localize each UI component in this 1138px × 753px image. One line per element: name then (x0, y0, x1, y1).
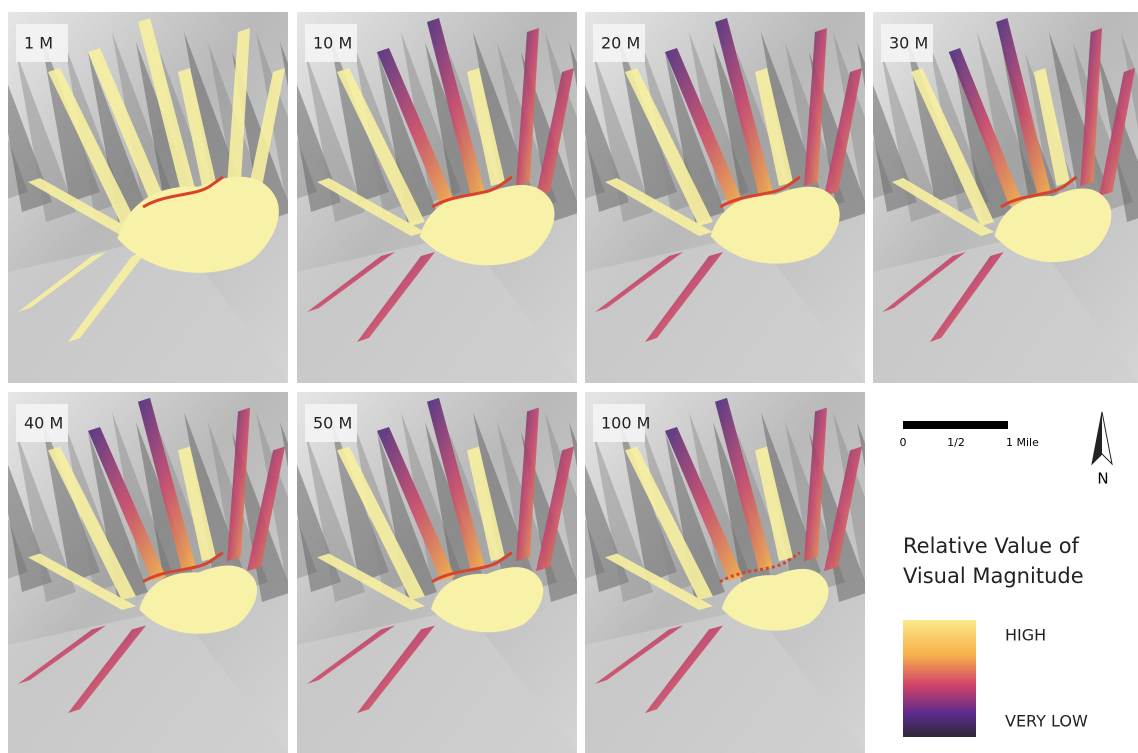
legend: 0 1/2 1 Mile N Relative Value of Visual … (900, 412, 1113, 737)
map-panel: 30 M (833, 12, 1138, 383)
map-panel: 40 M (0, 392, 340, 753)
map-panel: 1 M (0, 12, 340, 383)
panel-label: 100 M (601, 414, 650, 433)
map-panel: 10 M (257, 12, 629, 383)
scale-bar (903, 421, 1008, 429)
figure: 1 M 10 M 20 M 30 M 40 M 50 M 100 M 0 1/2 1 Mil… (0, 0, 1138, 753)
legend-high: HIGH (1005, 626, 1046, 645)
panel-label: 30 M (889, 34, 928, 53)
panel-label: 20 M (601, 34, 640, 53)
scale-label: 0 (900, 436, 907, 449)
north-label: N (1097, 470, 1108, 488)
scale-label: 1 Mile (1006, 436, 1039, 449)
map-panel: 50 M (257, 392, 629, 753)
legend-title: Relative Value of (903, 534, 1080, 558)
scale-label: 1/2 (947, 436, 965, 449)
panel-label: 10 M (313, 34, 352, 53)
panel-label: 40 M (24, 414, 63, 433)
color-ramp (903, 620, 976, 737)
map-panel: 100 M (545, 392, 917, 753)
figure-canvas: 1 M 10 M 20 M 30 M 40 M 50 M 100 M 0 1/2 1 Mil… (0, 0, 1138, 753)
legend-low: VERY LOW (1005, 712, 1088, 731)
legend-title: Visual Magnitude (903, 564, 1084, 588)
panel-label: 1 M (24, 34, 53, 53)
map-panel: 20 M (545, 12, 917, 383)
panel-label: 50 M (313, 414, 352, 433)
